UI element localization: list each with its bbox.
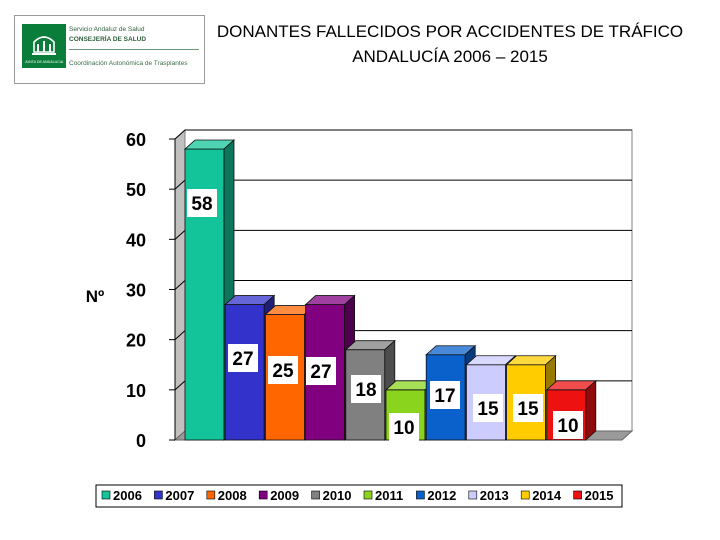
data-label-2013: 15 — [477, 399, 499, 420]
title-line-2: ANDALUCÍA 2006 – 2015 — [352, 47, 548, 66]
data-label-box — [473, 394, 503, 422]
emblem-text: JUNTA DE ANDALUCIA — [25, 60, 64, 64]
legend-label-2008: 2008 — [218, 488, 247, 503]
legend-label-2011: 2011 — [375, 488, 403, 503]
y-tick-label: 60 — [126, 130, 146, 150]
gridline-side — [174, 280, 186, 290]
data-label-2007: 27 — [232, 349, 253, 370]
y-axis-label: Nº — [86, 287, 105, 306]
logo: JUNTA DE ANDALUCIA Servicio Andaluz de S… — [14, 15, 205, 84]
legend-label-2012: 2012 — [427, 488, 456, 503]
data-label-box — [389, 413, 419, 441]
legend-swatch-2015 — [573, 490, 582, 500]
gridline-side — [174, 179, 186, 190]
gridline-side — [174, 229, 186, 240]
legend-swatch-2010 — [311, 490, 320, 500]
data-label-2015: 10 — [557, 416, 578, 437]
gridline-side — [174, 330, 186, 341]
logo-text-consejeria: CONSEJERÍA DE SALUD — [69, 36, 147, 43]
y-tick-label: 30 — [126, 281, 146, 301]
legend-swatch-2009 — [258, 490, 268, 500]
data-label-2014: 15 — [517, 399, 539, 420]
legend-label-2014: 2014 — [532, 488, 562, 503]
legend-swatch-2012 — [416, 490, 425, 500]
y-tick-label: 40 — [126, 230, 146, 250]
y-tick-label: 50 — [126, 180, 146, 200]
data-label-box — [187, 189, 217, 217]
data-label-box — [430, 381, 460, 409]
data-label-2008: 25 — [272, 361, 294, 382]
page-title: DONANTES FALLECIDOS POR ACCIDENTES DE TR… — [150, 19, 720, 69]
gridline-side — [174, 380, 186, 391]
legend-label-2010: 2010 — [323, 488, 352, 503]
data-label-2012: 17 — [434, 386, 455, 407]
logo-text-coordinacion: Coordinación Autonómica de Trasplantes — [69, 60, 188, 67]
y-tick-label: 20 — [126, 331, 146, 351]
legend-label-2007: 2007 — [165, 488, 194, 503]
junta-andalucia-emblem: JUNTA DE ANDALUCIA — [22, 24, 66, 68]
bar-side-2015 — [585, 379, 597, 441]
legend-swatch-2011 — [363, 490, 373, 500]
logo-text-servicio: Servicio Andaluz de Salud — [69, 26, 145, 33]
data-label-2011: 10 — [393, 418, 414, 439]
legend-swatch-2013 — [468, 490, 478, 500]
data-label-box — [513, 394, 543, 422]
legend-swatch-2008 — [206, 490, 216, 500]
legend — [95, 484, 623, 508]
legend-label-2015: 2015 — [585, 488, 614, 503]
data-label-2006: 58 — [191, 194, 212, 215]
title-line-1: DONANTES FALLECIDOS POR ACCIDENTES DE TR… — [216, 22, 684, 41]
data-label-2010: 18 — [355, 380, 376, 401]
y-tick-label: 10 — [126, 381, 146, 401]
legend-label-2013: 2013 — [480, 488, 509, 503]
y-tick-label: 0 — [136, 431, 146, 451]
data-label-box — [268, 356, 298, 384]
legend-label-2006: 2006 — [113, 488, 142, 503]
gridline-side — [174, 129, 186, 140]
data-label-box — [553, 411, 583, 439]
logo-divider — [69, 49, 199, 50]
legend-swatch-2014 — [520, 490, 530, 500]
legend-swatch-2007 — [154, 490, 163, 500]
bar-2007 — [224, 304, 265, 441]
data-label-box — [351, 375, 381, 403]
legend-label-2009: 2009 — [270, 488, 299, 503]
legend-swatch-2006 — [101, 490, 111, 500]
data-label-box — [306, 357, 336, 385]
data-label-2009: 27 — [310, 362, 331, 383]
data-label-box — [228, 344, 258, 372]
